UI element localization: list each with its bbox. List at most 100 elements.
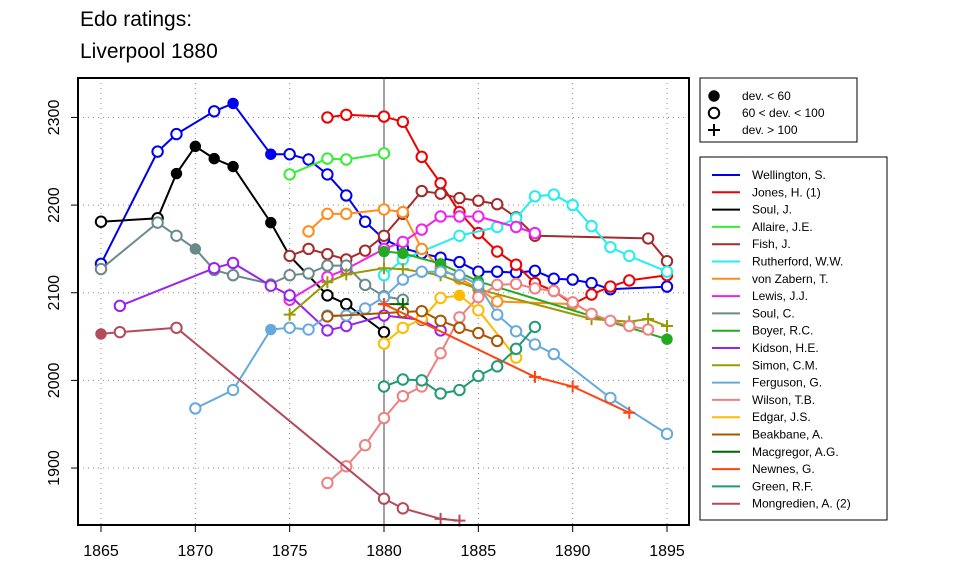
point-soul-c-1876 <box>302 267 315 280</box>
legend-label-soul-c: Soul, C. <box>752 306 795 320</box>
x-tick-label-1875: 1875 <box>272 543 308 560</box>
point-lewis-j-j-1885 <box>472 210 485 223</box>
point-kidson-h-e-1866 <box>113 299 127 313</box>
point-green-r-f-1887 <box>509 342 523 356</box>
point-wilson-t-b-1890 <box>566 296 579 309</box>
point-lewis-j-j-1881 <box>396 235 410 249</box>
legend-label-beakbane-a: Beakbane, A. <box>752 428 823 442</box>
point-rutherford-w-w-1893 <box>623 249 636 263</box>
x-tick-label-1880: 1880 <box>366 543 402 560</box>
point-edgar-j-s-1885 <box>472 304 485 317</box>
marker-legend-label-3: dev. > 100 <box>742 123 798 137</box>
point-rutherford-w-w-1888 <box>528 190 542 203</box>
marker-legend-label-2: 60 < dev. < 100 <box>742 106 825 120</box>
point-wellington-s-1885 <box>472 265 485 278</box>
point-wellington-s-1886 <box>491 265 504 278</box>
point-beakbane-a-1877 <box>321 310 334 323</box>
marker-legend-symbol-3 <box>708 124 720 136</box>
legend-label-von-zabern-t: von Zabern, T. <box>752 272 829 286</box>
point-von-zabern-t-1886 <box>491 295 504 308</box>
point-newnes-g-1890 <box>566 380 579 393</box>
point-lewis-j-j-1882 <box>415 223 428 236</box>
point-allaire-j-e-1880 <box>377 147 391 160</box>
point-boyer-r-c-1881 <box>397 247 409 259</box>
point-mongredien-a-2-1883 <box>434 512 447 525</box>
point-lewis-j-j-1888 <box>528 226 542 240</box>
point-jones-h-1-1886 <box>491 245 504 258</box>
point-rutherford-w-w-1889 <box>547 188 560 201</box>
point-beakbane-a-1886 <box>491 334 504 348</box>
point-wilson-t-b-1881 <box>396 389 410 403</box>
point-wellington-s-1871 <box>208 105 221 118</box>
point-lewis-j-j-1887 <box>509 220 523 234</box>
point-wellington-s-1877 <box>321 168 334 181</box>
legend-label-newnes-g: Newnes, G. <box>752 462 815 476</box>
series-line-mongredien-a-2 <box>100 326 460 522</box>
marker-legend: dev. < 60 60 < dev. < 100 dev. > 100 <box>699 77 858 143</box>
series-soul-c <box>94 216 410 306</box>
legend-label-ferguson-g: Ferguson, G. <box>752 376 822 390</box>
point-wellington-s-1891 <box>585 276 598 290</box>
point-wilson-t-b-1894 <box>641 323 655 336</box>
point-von-zabern-t-1877 <box>321 207 334 221</box>
series-line-fish-j <box>289 189 668 262</box>
point-rutherford-w-w-1895 <box>660 265 674 278</box>
point-edgar-j-s-1883 <box>434 291 447 305</box>
point-kidson-h-e-1880 <box>377 309 391 322</box>
point-wilson-t-b-1889 <box>547 284 560 298</box>
point-green-r-f-1884 <box>453 383 466 397</box>
series-boyer-r-c <box>378 245 673 345</box>
point-von-zabern-t-1881 <box>396 205 410 219</box>
point-wilson-t-b-1879 <box>358 439 372 452</box>
point-kidson-h-e-1874 <box>264 279 277 292</box>
point-ferguson-g-1889 <box>547 347 560 361</box>
point-macgregor-a-g-1881 <box>396 298 409 311</box>
series-allaire-j-e <box>283 147 391 181</box>
point-beakbane-a-1885 <box>472 326 485 340</box>
x-tick-label-1895: 1895 <box>649 543 685 560</box>
legend-label-fish-j: Fish, J. <box>752 237 791 251</box>
y-tick-label-2200: 2200 <box>46 187 63 223</box>
point-newnes-g-1893 <box>623 406 636 419</box>
series-beakbane-a <box>321 304 504 348</box>
point-wellington-s-1868 <box>151 145 164 158</box>
point-simon-c-m-1895 <box>661 320 673 333</box>
point-allaire-j-e-1875 <box>283 168 296 181</box>
point-soul-c-1870 <box>189 243 202 255</box>
point-green-r-f-1882 <box>415 374 428 387</box>
point-jones-h-1-1882 <box>415 150 428 164</box>
point-rutherford-w-w-1892 <box>604 240 617 254</box>
point-wellington-s-1895 <box>660 280 674 293</box>
point-kidson-h-e-1877 <box>321 324 334 337</box>
point-wilson-t-b-1883 <box>434 347 447 360</box>
series-line-kidson-h-e <box>119 261 442 332</box>
legend-label-kidson-h-e: Kidson, H.E. <box>752 341 819 355</box>
marker-legend-label-1: dev. < 60 <box>742 89 791 103</box>
point-wellington-s-1869 <box>170 127 183 141</box>
point-soul-c-1865 <box>94 262 108 276</box>
point-ferguson-g-1872 <box>226 383 240 397</box>
legend-label-lewis-j-j: Lewis, J.J. <box>752 289 808 303</box>
point-boyer-r-c-1895 <box>661 333 673 345</box>
point-wellington-s-1884 <box>453 255 466 269</box>
point-ferguson-g-1870 <box>189 402 202 415</box>
point-soul-c-1879 <box>358 278 372 292</box>
series-soul-j <box>94 140 391 339</box>
legend-label-simon-c-m: Simon, C.M. <box>752 358 818 372</box>
point-green-r-f-1883 <box>434 387 447 400</box>
point-soul-c-1869 <box>170 229 183 242</box>
y-tick-label-1900: 1900 <box>46 450 63 486</box>
point-allaire-j-e-1878 <box>340 153 353 166</box>
point-wellington-s-1889 <box>547 272 560 285</box>
series-line-beakbane-a <box>327 310 498 342</box>
chart-title-line-2: Liverpool 1880 <box>80 40 218 63</box>
point-kidson-h-e-1872 <box>226 256 240 270</box>
point-jones-h-1-1892 <box>604 280 617 293</box>
legend-label-edgar-j-s: Edgar, J.S. <box>752 410 811 424</box>
point-simon-c-m-1875 <box>283 308 296 321</box>
series-wilson-t-b <box>321 277 655 490</box>
marker-legend-symbol-2 <box>707 106 721 120</box>
point-wilson-t-b-1888 <box>528 282 542 295</box>
point-kidson-h-e-1871 <box>208 261 221 275</box>
legend-label-macgregor-a-g: Macgregor, A.G. <box>752 445 839 459</box>
